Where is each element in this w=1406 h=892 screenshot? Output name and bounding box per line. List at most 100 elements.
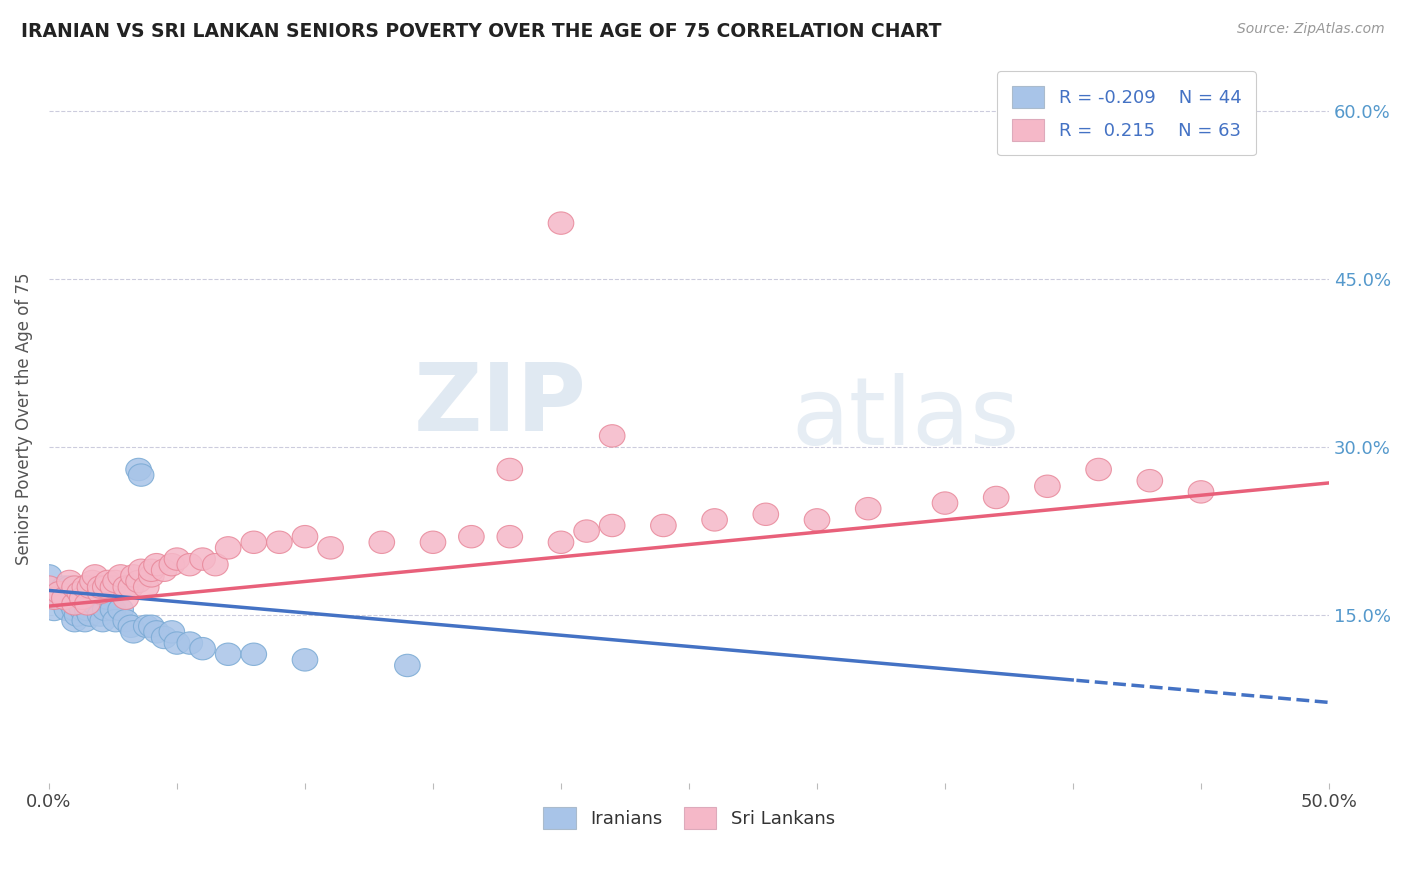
Ellipse shape bbox=[139, 615, 165, 638]
Ellipse shape bbox=[496, 525, 523, 548]
Ellipse shape bbox=[53, 587, 80, 609]
Ellipse shape bbox=[548, 531, 574, 553]
Ellipse shape bbox=[190, 548, 215, 570]
Ellipse shape bbox=[75, 592, 100, 615]
Ellipse shape bbox=[37, 565, 62, 587]
Text: IRANIAN VS SRI LANKAN SENIORS POVERTY OVER THE AGE OF 75 CORRELATION CHART: IRANIAN VS SRI LANKAN SENIORS POVERTY OV… bbox=[21, 22, 942, 41]
Ellipse shape bbox=[165, 548, 190, 570]
Legend: Iranians, Sri Lankans: Iranians, Sri Lankans bbox=[536, 799, 842, 836]
Ellipse shape bbox=[67, 582, 93, 604]
Ellipse shape bbox=[159, 553, 184, 576]
Ellipse shape bbox=[599, 425, 626, 447]
Ellipse shape bbox=[62, 576, 87, 599]
Ellipse shape bbox=[121, 621, 146, 643]
Ellipse shape bbox=[1188, 481, 1213, 503]
Ellipse shape bbox=[134, 576, 159, 599]
Ellipse shape bbox=[267, 531, 292, 553]
Ellipse shape bbox=[128, 464, 153, 486]
Ellipse shape bbox=[77, 604, 103, 626]
Text: ZIP: ZIP bbox=[413, 359, 586, 450]
Ellipse shape bbox=[96, 587, 121, 609]
Ellipse shape bbox=[215, 537, 240, 559]
Ellipse shape bbox=[52, 576, 77, 599]
Ellipse shape bbox=[548, 212, 574, 235]
Ellipse shape bbox=[37, 576, 62, 599]
Ellipse shape bbox=[100, 599, 125, 621]
Ellipse shape bbox=[108, 599, 134, 621]
Ellipse shape bbox=[46, 582, 72, 604]
Ellipse shape bbox=[368, 531, 395, 553]
Ellipse shape bbox=[108, 565, 134, 587]
Ellipse shape bbox=[651, 515, 676, 537]
Ellipse shape bbox=[125, 458, 152, 481]
Ellipse shape bbox=[118, 576, 143, 599]
Ellipse shape bbox=[702, 508, 727, 531]
Ellipse shape bbox=[318, 537, 343, 559]
Ellipse shape bbox=[177, 553, 202, 576]
Ellipse shape bbox=[1035, 475, 1060, 498]
Ellipse shape bbox=[121, 565, 146, 587]
Ellipse shape bbox=[72, 576, 97, 599]
Ellipse shape bbox=[190, 638, 215, 660]
Ellipse shape bbox=[143, 553, 169, 576]
Ellipse shape bbox=[143, 621, 169, 643]
Ellipse shape bbox=[983, 486, 1010, 508]
Ellipse shape bbox=[177, 632, 202, 654]
Ellipse shape bbox=[90, 609, 115, 632]
Ellipse shape bbox=[202, 553, 228, 576]
Ellipse shape bbox=[87, 582, 112, 604]
Ellipse shape bbox=[134, 615, 159, 638]
Ellipse shape bbox=[62, 599, 87, 621]
Ellipse shape bbox=[69, 587, 96, 609]
Ellipse shape bbox=[41, 599, 67, 621]
Ellipse shape bbox=[56, 576, 83, 599]
Ellipse shape bbox=[128, 559, 153, 582]
Ellipse shape bbox=[118, 615, 143, 638]
Ellipse shape bbox=[152, 626, 177, 648]
Ellipse shape bbox=[804, 508, 830, 531]
Ellipse shape bbox=[1085, 458, 1111, 481]
Ellipse shape bbox=[83, 592, 108, 615]
Ellipse shape bbox=[112, 587, 139, 609]
Ellipse shape bbox=[75, 599, 100, 621]
Y-axis label: Seniors Poverty Over the Age of 75: Seniors Poverty Over the Age of 75 bbox=[15, 273, 32, 566]
Ellipse shape bbox=[44, 587, 69, 609]
Ellipse shape bbox=[75, 587, 100, 609]
Ellipse shape bbox=[41, 587, 67, 609]
Ellipse shape bbox=[93, 576, 118, 599]
Ellipse shape bbox=[574, 520, 599, 542]
Ellipse shape bbox=[100, 576, 125, 599]
Ellipse shape bbox=[77, 576, 103, 599]
Ellipse shape bbox=[59, 592, 84, 615]
Ellipse shape bbox=[62, 609, 87, 632]
Ellipse shape bbox=[49, 582, 75, 604]
Ellipse shape bbox=[80, 570, 105, 592]
Ellipse shape bbox=[496, 458, 523, 481]
Ellipse shape bbox=[112, 576, 139, 599]
Ellipse shape bbox=[420, 531, 446, 553]
Ellipse shape bbox=[65, 604, 90, 626]
Ellipse shape bbox=[292, 648, 318, 671]
Ellipse shape bbox=[240, 643, 267, 665]
Ellipse shape bbox=[458, 525, 484, 548]
Text: atlas: atlas bbox=[792, 373, 1019, 465]
Ellipse shape bbox=[599, 515, 626, 537]
Ellipse shape bbox=[139, 565, 165, 587]
Ellipse shape bbox=[932, 491, 957, 515]
Text: Source: ZipAtlas.com: Source: ZipAtlas.com bbox=[1237, 22, 1385, 37]
Ellipse shape bbox=[1137, 469, 1163, 491]
Ellipse shape bbox=[855, 498, 882, 520]
Ellipse shape bbox=[96, 570, 121, 592]
Ellipse shape bbox=[754, 503, 779, 525]
Ellipse shape bbox=[240, 531, 267, 553]
Ellipse shape bbox=[139, 559, 165, 582]
Ellipse shape bbox=[87, 604, 112, 626]
Ellipse shape bbox=[292, 525, 318, 548]
Ellipse shape bbox=[215, 643, 240, 665]
Ellipse shape bbox=[395, 654, 420, 677]
Ellipse shape bbox=[87, 576, 112, 599]
Ellipse shape bbox=[152, 559, 177, 582]
Ellipse shape bbox=[103, 609, 128, 632]
Ellipse shape bbox=[67, 592, 93, 615]
Ellipse shape bbox=[72, 609, 97, 632]
